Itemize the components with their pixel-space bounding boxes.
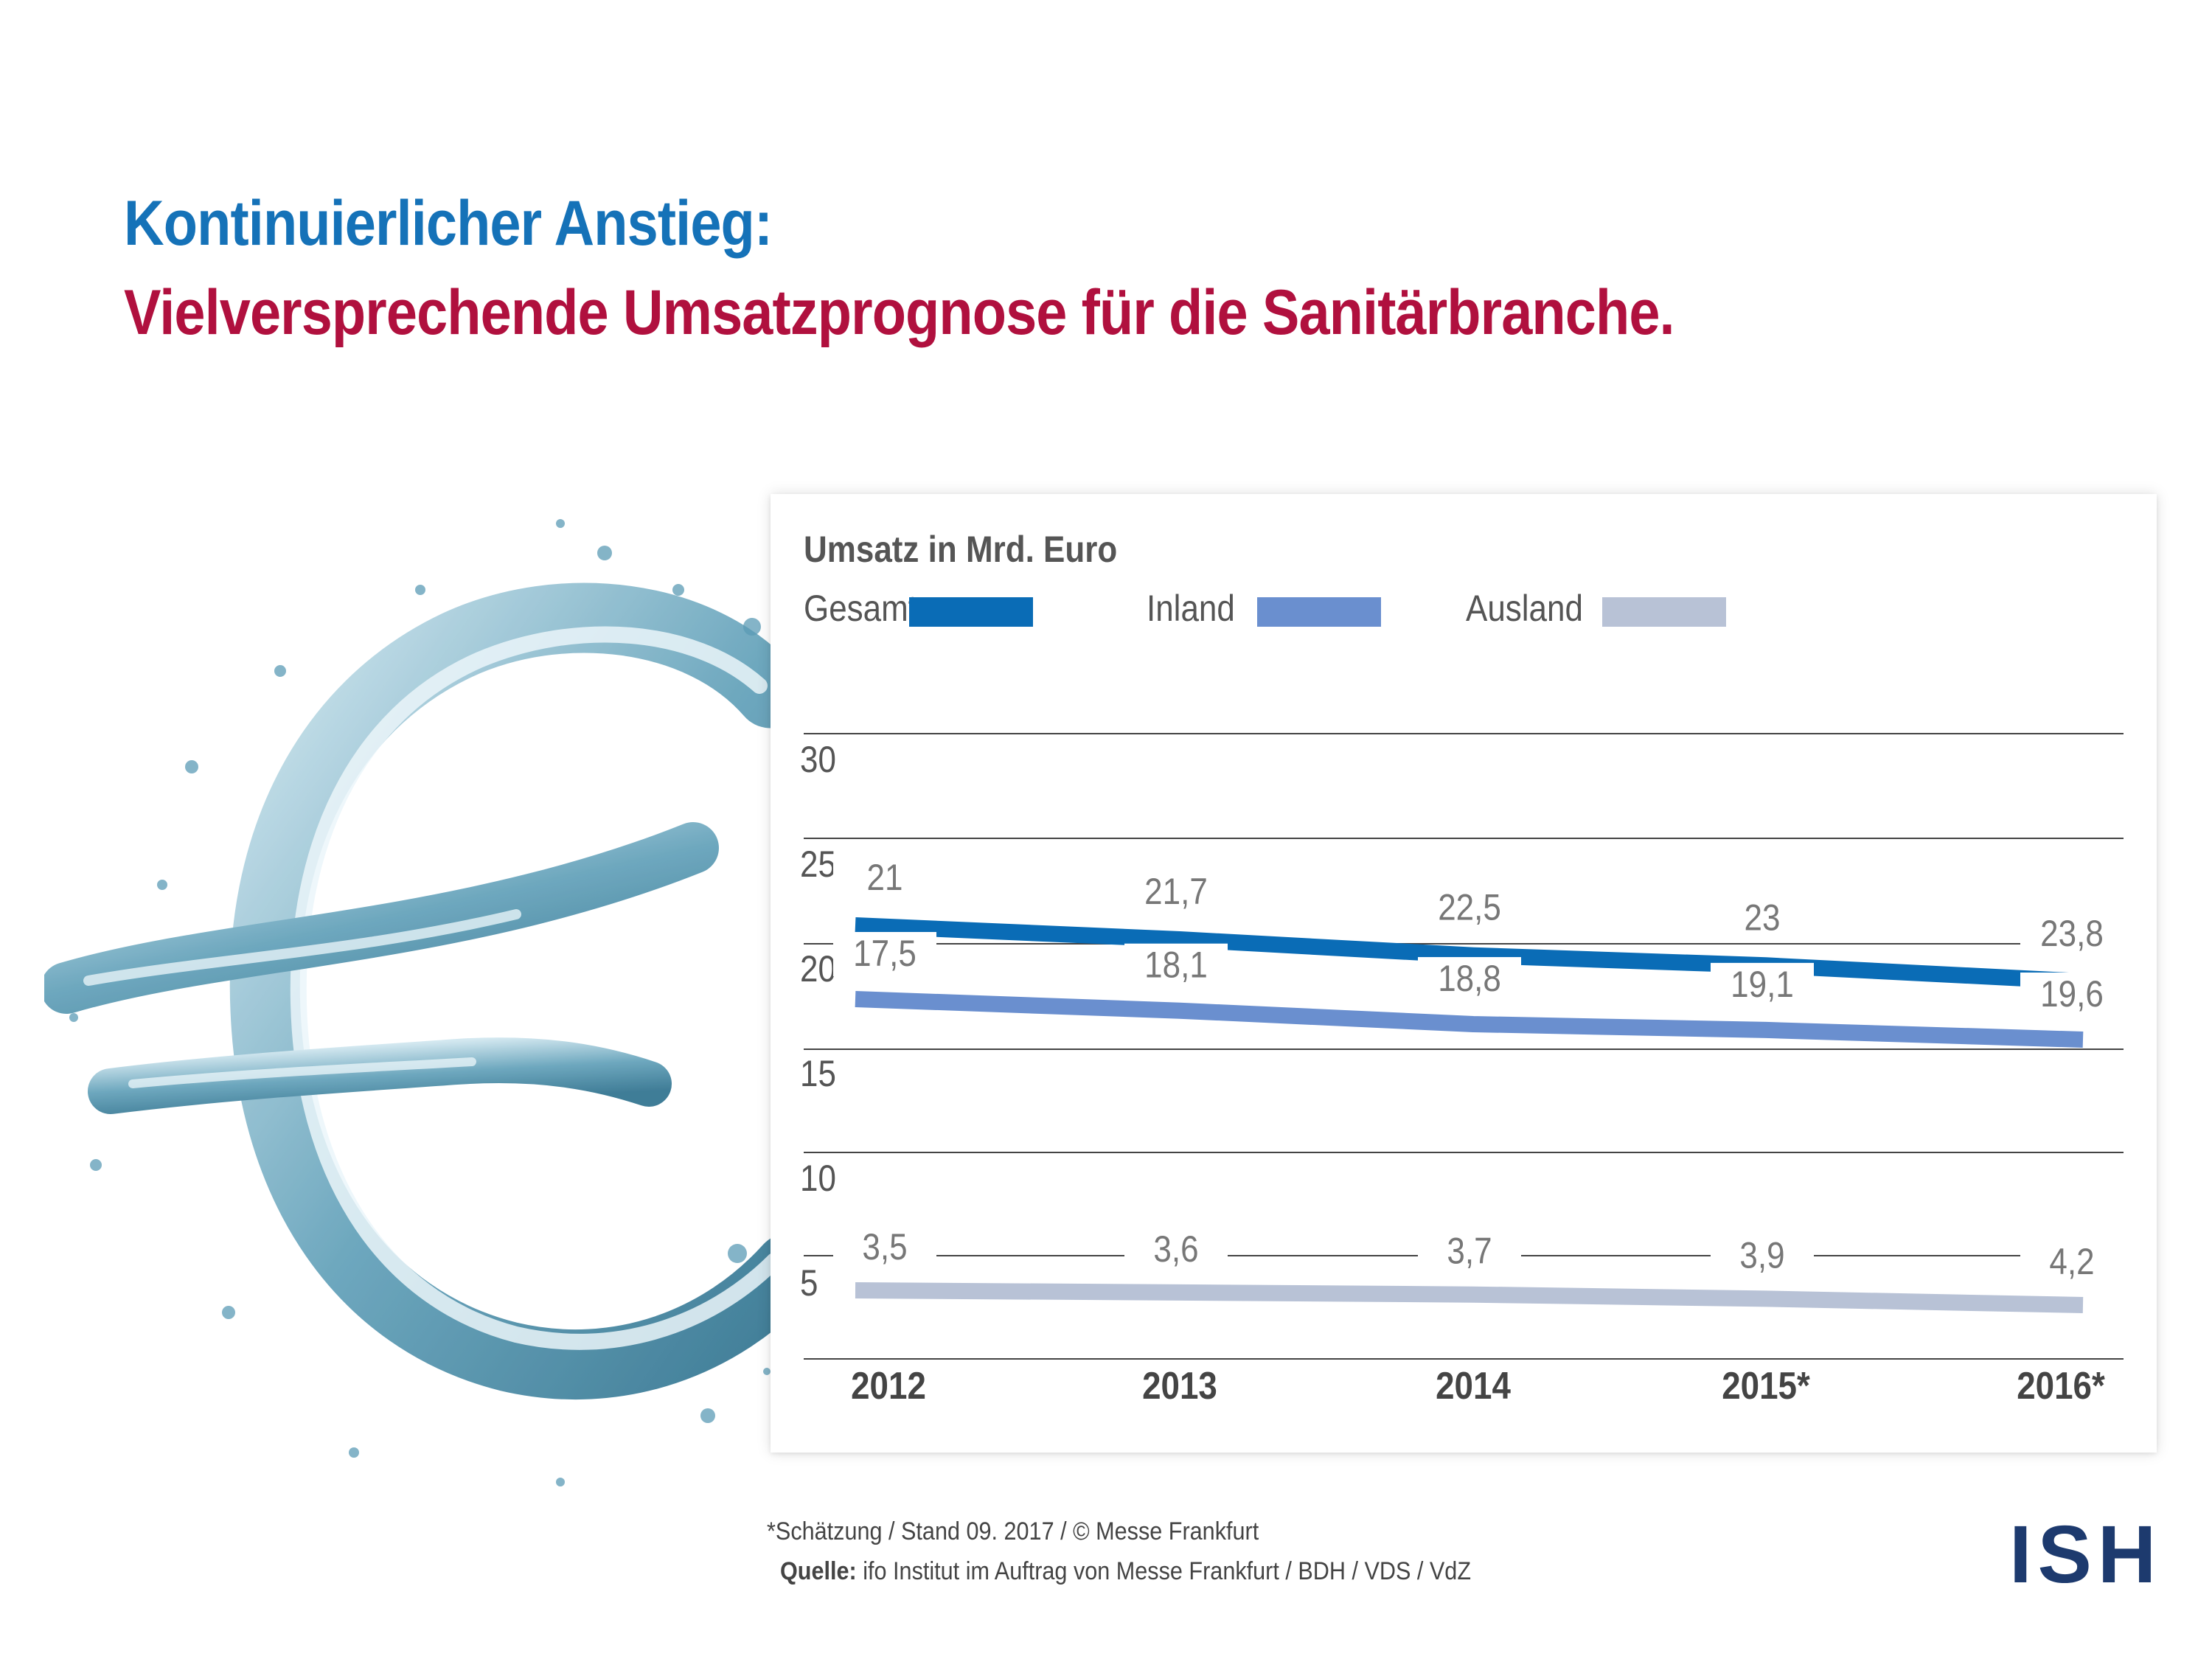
data-label-gesamt: 22,5 bbox=[1438, 886, 1501, 928]
series-line-gesamt bbox=[855, 917, 2084, 990]
data-label-bg bbox=[833, 856, 936, 900]
data-label-inland: 18,1 bbox=[1144, 944, 1208, 985]
data-label-bg bbox=[1711, 1234, 1814, 1279]
legend-swatch-ausland bbox=[1602, 597, 1726, 627]
data-label-bg bbox=[2020, 1240, 2124, 1284]
euro-water-splash-icon bbox=[44, 519, 824, 1486]
chart-series bbox=[855, 917, 2084, 1313]
data-label-bg bbox=[1418, 957, 1521, 1002]
data-label-bg bbox=[1124, 943, 1228, 988]
chart-card: Umsatz in Mrd. Euro Gesamt Inland Ausland … bbox=[771, 494, 2157, 1453]
data-label-bg bbox=[833, 1225, 936, 1270]
data-label-ausland: 3,6 bbox=[1153, 1228, 1198, 1269]
data-label-ausland: 3,7 bbox=[1447, 1230, 1492, 1271]
data-label-inland: 17,5 bbox=[853, 932, 917, 973]
data-label-inland: 19,1 bbox=[1731, 963, 1794, 1004]
data-label-ausland: 3,9 bbox=[1739, 1234, 1784, 1276]
data-label-bg bbox=[1711, 962, 1814, 1007]
source-line: Quelle: ifo Institut im Auftrag von Mess… bbox=[780, 1557, 1471, 1586]
data-label-bg bbox=[1124, 1227, 1228, 1272]
data-label-bg bbox=[2020, 912, 2124, 956]
x-axis-ticks: 2012 2013 2014 2015* 2016* bbox=[851, 1365, 2106, 1407]
y-tick-label: 15 bbox=[800, 1052, 836, 1093]
y-tick-label: 5 bbox=[800, 1262, 818, 1303]
legend-label-gesamt: Gesamt bbox=[804, 587, 917, 628]
series-line-inland bbox=[855, 991, 2084, 1048]
data-label-bg bbox=[1711, 896, 1814, 941]
y-axis-ticks: 30 25 20 15 10 5 bbox=[800, 738, 836, 1303]
data-label-bg bbox=[2020, 973, 2124, 1017]
series-line-ausland bbox=[855, 1282, 2084, 1313]
data-label-gesamt: 23 bbox=[1745, 897, 1781, 938]
data-label-bg bbox=[1418, 1229, 1521, 1274]
legend-swatch-inland bbox=[1257, 597, 1381, 627]
data-label-bg bbox=[833, 932, 936, 976]
data-label-gesamt: 21,7 bbox=[1144, 870, 1208, 911]
ish-logo: ISH bbox=[2009, 1509, 2163, 1600]
chart-title: Umsatz in Mrd. Euro bbox=[804, 528, 1117, 569]
y-tick-label: 30 bbox=[800, 738, 836, 779]
title-line-2: Vielversprechende Umsatzprognose für die… bbox=[124, 277, 1675, 348]
legend-label-inland: Inland bbox=[1147, 587, 1235, 628]
x-tick-label: 2015* bbox=[1722, 1365, 1810, 1407]
y-tick-label: 10 bbox=[800, 1157, 836, 1198]
line-chart: Umsatz in Mrd. Euro Gesamt Inland Ausland … bbox=[800, 528, 2124, 1408]
data-label-inland: 19,6 bbox=[2040, 973, 2104, 1014]
legend-label-ausland: Ausland bbox=[1466, 587, 1583, 628]
x-tick-label: 2012 bbox=[851, 1365, 926, 1407]
data-label-ausland: 4,2 bbox=[2049, 1240, 2094, 1281]
x-tick-label: 2014 bbox=[1436, 1365, 1511, 1407]
y-tick-label: 20 bbox=[800, 947, 836, 989]
source-label: Quelle: bbox=[780, 1557, 857, 1585]
x-tick-label: 2013 bbox=[1142, 1365, 1217, 1407]
source-text: ifo Institut im Auftrag von Messe Frankf… bbox=[856, 1557, 1472, 1585]
data-label-gesamt: 21 bbox=[867, 856, 903, 897]
legend-swatch-gesamt bbox=[909, 597, 1033, 627]
title-line-1: Kontinuierlicher Anstieg: bbox=[124, 188, 773, 259]
data-label-inland: 18,8 bbox=[1438, 957, 1501, 998]
data-label-bg bbox=[1124, 870, 1228, 914]
data-labels: 21 21,7 22,5 23 23,8 17,5 18,1 18,8 19,1 19,6 3,5 3… bbox=[833, 856, 2124, 1284]
data-label-gesamt: 23,8 bbox=[2040, 912, 2104, 953]
x-tick-label: 2016* bbox=[2017, 1365, 2105, 1407]
footnote: *Schätzung / Stand 09. 2017 / © Messe Fr… bbox=[767, 1517, 1259, 1545]
data-label-ausland: 3,5 bbox=[862, 1225, 907, 1267]
data-label-bg bbox=[1418, 886, 1521, 931]
chart-legend: Gesamt Inland Ausland bbox=[804, 587, 1726, 629]
y-tick-label: 25 bbox=[800, 843, 836, 884]
